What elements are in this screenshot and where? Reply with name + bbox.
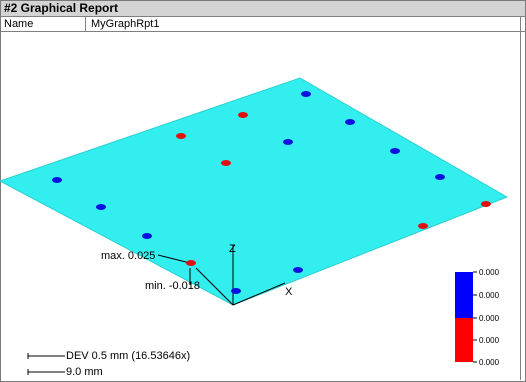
point-blue [96,204,106,210]
legend-swatch-4 [455,340,473,362]
legend-label: 0.000 [479,291,500,300]
legend-swatch-2 [455,295,473,318]
measurement-plane [0,77,509,306]
dev-scale-label: DEV 0.5 mm (16.53646x) [66,350,191,362]
z-axis-label: Z [229,243,236,255]
legend-label: 0.000 [479,358,500,367]
max-deviation-label: max. 0.025 [101,250,156,262]
report-header: #2 Graphical Report [1,1,525,17]
min-deviation-label: min. -0.018 [145,280,201,292]
x-axis-line [232,282,286,306]
legend-label: 0.000 [479,336,500,345]
legend-label: 0.000 [479,314,500,323]
length-scale-label: 9.0 mm [66,366,103,378]
point-blue [293,267,303,273]
point-blue [435,174,445,180]
point-red [221,160,231,166]
point-blue [283,139,293,145]
point-blue [142,233,152,239]
point-blue [52,177,62,183]
column-divider [85,17,86,31]
max-leader-line [157,254,191,264]
point-red [176,133,186,139]
report-title: #2 Graphical Report [4,1,119,15]
name-label: Name [4,18,34,30]
point-red [418,223,428,229]
right-border [520,16,521,380]
point-blue [345,119,355,125]
point-blue [390,148,400,154]
point-red [481,201,491,207]
legend-swatch-1 [455,272,473,295]
legend-swatch-3 [455,318,473,340]
point-blue [231,288,241,294]
y-axis-line [195,267,234,306]
point-red [186,260,196,266]
point-blue [301,91,311,97]
name-row: Name MyGraphRpt1 [1,17,525,32]
legend-label: 0.000 [479,268,500,277]
name-value[interactable]: MyGraphRpt1 [91,18,160,30]
point-red [238,112,248,118]
x-axis-label: X [285,286,293,298]
